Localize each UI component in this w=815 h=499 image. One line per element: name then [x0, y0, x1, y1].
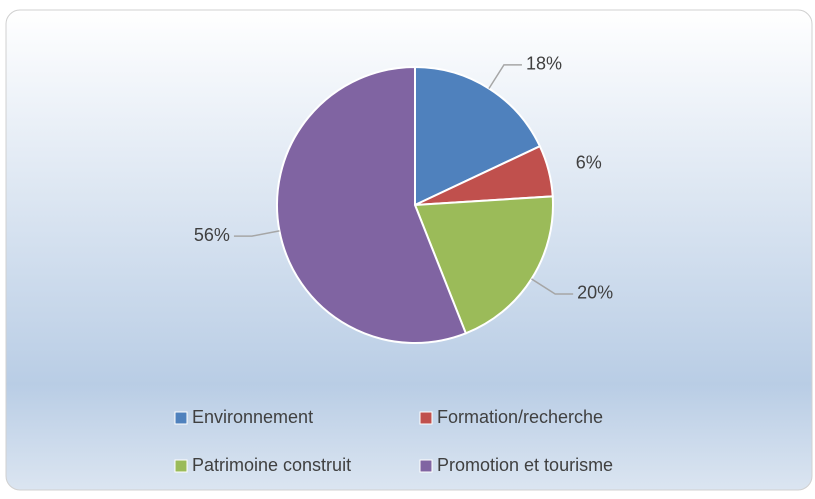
data-label: 18% [526, 54, 562, 74]
legend-label: Promotion et tourisme [437, 455, 613, 475]
legend-label: Formation/recherche [437, 407, 603, 427]
leader-line [488, 64, 522, 89]
leader-line [233, 230, 280, 237]
leader-line [531, 278, 574, 295]
data-label: 6% [576, 152, 602, 172]
legend-swatch [174, 411, 188, 425]
data-label: 56% [194, 225, 230, 245]
legend-swatch [174, 459, 188, 473]
data-label: 20% [577, 283, 613, 303]
legend-swatch [419, 411, 433, 425]
legend-label: Patrimoine construit [192, 455, 351, 475]
legend-label: Environnement [192, 407, 313, 427]
legend-swatch [419, 459, 433, 473]
